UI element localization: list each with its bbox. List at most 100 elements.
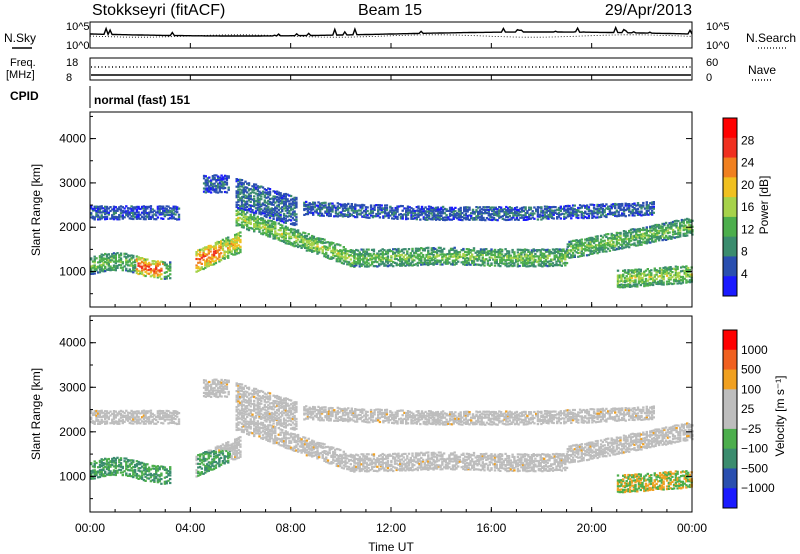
power-cell-3086 [475, 209, 478, 212]
power-cell-1292 [451, 247, 455, 250]
velocity-cell-31 [98, 471, 102, 474]
power-cell-2015 [643, 236, 647, 239]
power-cell-1728 [568, 243, 571, 246]
power-cell-4158 [208, 185, 211, 188]
power-cell-237 [156, 274, 160, 277]
power-cell-3536 [631, 203, 634, 206]
velocity-cell-635 [274, 439, 277, 442]
velocity-cell-314 [204, 468, 207, 472]
power-cell-665 [282, 235, 286, 238]
power-cell-3667 [112, 216, 116, 219]
power-cell-725 [298, 240, 302, 243]
power-cell-141 [128, 264, 131, 267]
velocity-cell-529 [246, 420, 249, 423]
velocity-cell-554 [253, 420, 256, 423]
power-cell-3625 [97, 208, 100, 211]
velocity-cell-227 [153, 467, 156, 470]
power-cell-4092 [680, 282, 683, 285]
power-cell-4232 [227, 176, 230, 179]
power-cell-2753 [359, 213, 362, 216]
power-cell-2644 [320, 203, 324, 206]
power-cell-3142 [492, 208, 496, 211]
power-cell-991 [367, 248, 370, 251]
power-cell-1607 [537, 249, 541, 252]
velocity-cell-58 [105, 473, 109, 476]
velocity-cell-79 [109, 460, 112, 463]
power-cell-897 [344, 254, 347, 257]
power-cell-478 [239, 248, 242, 252]
power-cell-1667 [553, 251, 556, 254]
power-cell-284 [195, 251, 198, 254]
velocity-cell-248 [158, 466, 161, 469]
power-cell-1383 [478, 250, 481, 253]
power-cell-1409 [485, 248, 488, 251]
velocity-cell-676 [284, 433, 287, 436]
power-cell-1233 [434, 247, 437, 250]
velocity-cell-535 [247, 423, 251, 426]
power-cell-3639 [102, 216, 105, 219]
power-cell-711 [295, 241, 298, 244]
power-cell-3967 [644, 282, 648, 285]
power-cell-2914 [419, 214, 422, 217]
velocity-cell-655 [279, 428, 282, 431]
power-cell-4025 [660, 271, 663, 274]
power-cell-2825 [385, 208, 389, 211]
power-cell-444 [232, 242, 235, 245]
power-cell-2856 [396, 208, 399, 211]
power-cell-4221 [223, 180, 227, 183]
power-cell-100 [114, 254, 117, 257]
power-cell-1789 [585, 254, 589, 257]
power-cell-1578 [530, 257, 534, 260]
power-cell-790 [314, 248, 317, 251]
power-cell-2596 [305, 200, 308, 203]
power-cell-102 [116, 266, 119, 269]
power-cell-3732 [133, 206, 137, 209]
power-cell-3317 [552, 211, 555, 214]
power-cell-439 [230, 238, 233, 241]
power-cell-2836 [389, 205, 392, 208]
power-cell-3907 [629, 279, 632, 282]
power-cell-3854 [176, 206, 179, 209]
power-cell-2903 [415, 216, 418, 219]
power-cell-1105 [400, 258, 404, 261]
power-cell-1551 [523, 248, 527, 251]
power-cell-2672 [329, 202, 332, 205]
power-cell-4007 [657, 282, 660, 286]
power-cell-851 [332, 251, 335, 255]
power-cell-3225 [520, 216, 524, 219]
power-cell-32 [98, 264, 102, 267]
power-cell-623 [270, 224, 273, 227]
power-cell-550 [253, 224, 256, 227]
power-cell-2647 [322, 206, 325, 209]
power-cell-1135 [409, 264, 412, 267]
power-cell-3507 [621, 204, 624, 207]
power-cell-3304 [549, 213, 552, 216]
power-cell-2321 [253, 187, 256, 190]
power-cell-65 [107, 268, 110, 271]
power-cell-1710 [564, 256, 567, 259]
power-cell-572 [258, 223, 261, 226]
power-cell-369 [214, 246, 218, 249]
power-cell-3175 [505, 215, 508, 219]
power-cell-3711 [128, 217, 131, 220]
power-cell-1355 [471, 261, 474, 265]
power-cell-1226 [432, 247, 435, 250]
power-cell-889 [342, 259, 345, 262]
power-cell-4208 [220, 180, 223, 183]
power-cell-3325 [556, 212, 559, 215]
velocity-cell-426 [227, 441, 230, 444]
power-cell-1211 [428, 252, 432, 256]
power-cell-182 [140, 272, 144, 275]
power-cell-3492 [615, 203, 619, 206]
power-cell-1201 [427, 255, 430, 258]
power-cell-2539 [288, 204, 291, 207]
velocity-cell-240 [156, 469, 160, 472]
power-cell-2718 [345, 203, 348, 206]
power-cell-1895 [612, 236, 615, 239]
power-cell-3916 [630, 271, 634, 274]
power-cell-1973 [633, 239, 636, 242]
power-cell-1238 [435, 253, 439, 256]
power-cell-2884 [408, 211, 411, 214]
power-cell-3866 [616, 269, 620, 272]
power-cell-3621 [97, 215, 100, 218]
